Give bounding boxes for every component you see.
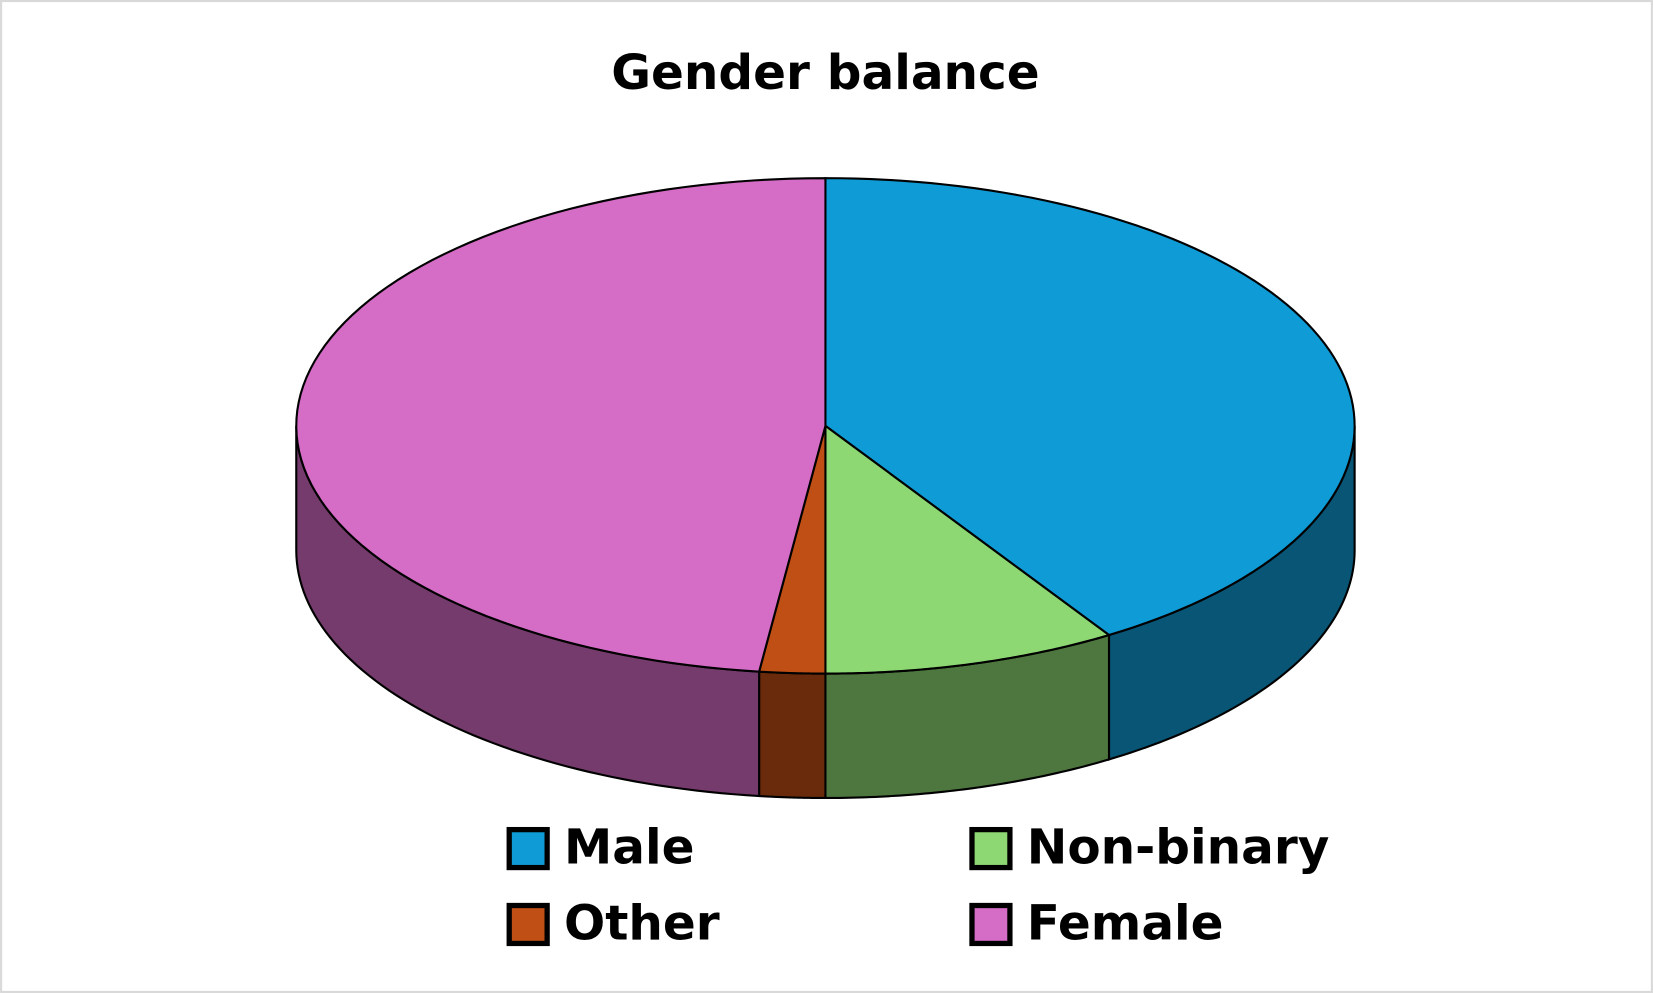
legend-swatch: [506, 826, 550, 871]
chart-title: Gender balance: [611, 45, 1039, 101]
legend-swatch: [969, 826, 1013, 871]
legend-label: Non-binary: [1027, 820, 1330, 876]
legend-label: Male: [564, 820, 694, 876]
legend-swatch: [969, 902, 1013, 947]
slice: [824, 177, 1356, 637]
slice: [295, 177, 827, 673]
legend-label: Other: [564, 896, 720, 952]
legend-label: Female: [1027, 896, 1224, 952]
legend-swatch: [506, 902, 550, 947]
slice-side: [758, 670, 827, 800]
slice: [824, 423, 1112, 675]
